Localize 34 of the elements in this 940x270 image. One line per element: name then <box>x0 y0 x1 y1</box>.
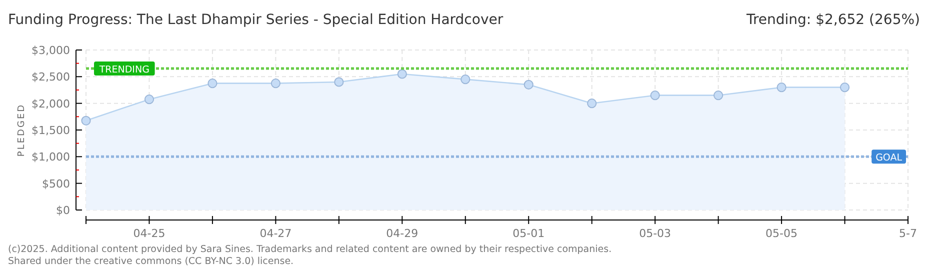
chart-subtitle: Trending: $2,652 (265%) <box>745 12 920 28</box>
point <box>397 69 407 79</box>
point <box>144 94 154 104</box>
y-tick-label: $3,000 <box>32 44 70 57</box>
x-tick-label: 5-7 <box>899 227 917 240</box>
x-tick-label: 04-27 <box>260 227 292 240</box>
y-tick-label: $500 <box>42 177 70 190</box>
x-tick-label: 05-03 <box>639 227 672 240</box>
y-tick-label: $0 <box>56 204 70 217</box>
y-tick-label: $2,500 <box>32 70 70 84</box>
point <box>81 116 91 126</box>
point <box>524 80 534 90</box>
x-tick-label: 05-05 <box>766 227 798 240</box>
point <box>587 98 597 108</box>
x-tick-label: 05-01 <box>512 227 545 240</box>
chart-title: Funding Progress: The Last Dhampir Series - Special Edition Hardcover <box>8 12 504 28</box>
ref-line-label: TRENDING <box>98 64 150 76</box>
point <box>460 74 470 84</box>
point <box>270 78 280 88</box>
y-tick-label: $2,000 <box>32 97 70 110</box>
point <box>840 82 850 92</box>
x-tick-label: 04-25 <box>133 227 166 240</box>
ref-line-label: GOAL <box>876 152 903 164</box>
point <box>714 90 724 100</box>
point <box>650 90 660 100</box>
point <box>208 78 218 88</box>
text: Shared under the creative commons (CC BY-NC 3.0) license. <box>8 256 294 267</box>
text: (c)2025. Additional content provided by Sara Sines. Trademarks and related content are owned by their respective companies. <box>8 244 612 255</box>
point <box>776 82 786 92</box>
y-axis-title: PLEDGED <box>17 103 27 157</box>
y-tick-label: $1,500 <box>32 124 70 137</box>
y-tick-label: $1,000 <box>32 150 70 164</box>
point <box>334 77 344 87</box>
x-tick-label: 04-29 <box>386 227 418 240</box>
